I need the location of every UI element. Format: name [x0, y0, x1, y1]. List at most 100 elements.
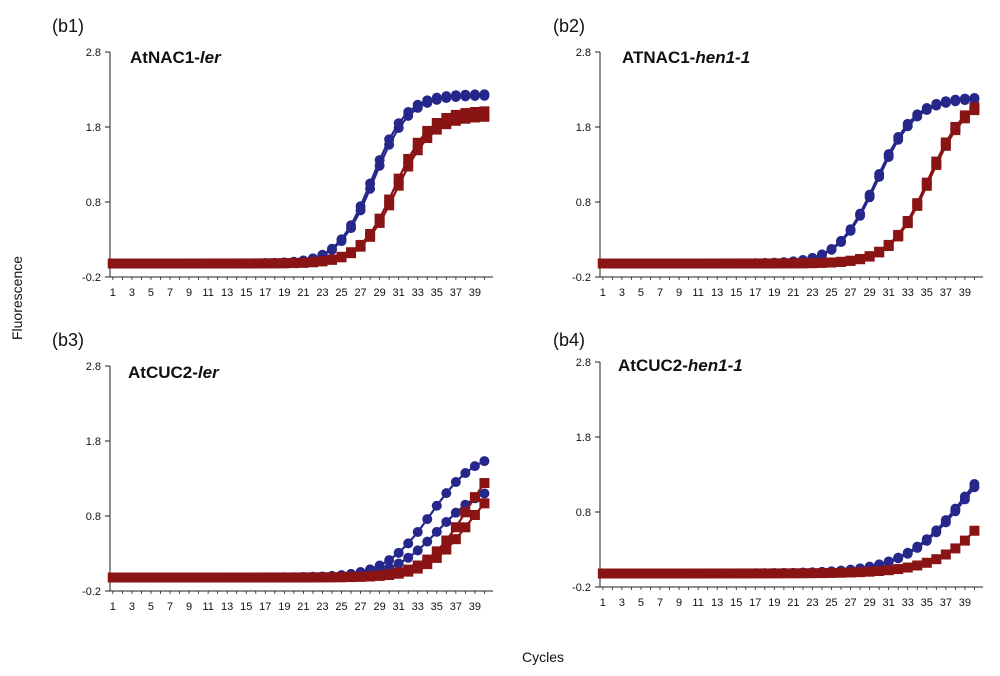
x-tick-label: 31: [393, 601, 405, 613]
data-point: [855, 254, 866, 265]
data-point: [626, 568, 637, 579]
data-point: [893, 231, 904, 242]
y-tick-label: 1.8: [86, 122, 101, 134]
data-point: [836, 237, 847, 248]
x-tick-label: 19: [768, 597, 780, 609]
data-point: [969, 94, 980, 105]
data-point: [250, 258, 261, 269]
data-point: [607, 258, 618, 269]
panel-3: (b3)AtCUC2-ler-0.20.81.82.81 3 5 7 9 11 13 15 17…: [52, 330, 493, 613]
y-tick-label: 1.8: [86, 436, 101, 448]
data-point: [816, 249, 827, 260]
x-tick-label: 13: [221, 287, 233, 299]
data-point: [788, 568, 799, 579]
x-tick-label: 39: [959, 287, 971, 299]
data-point: [412, 545, 423, 556]
data-point: [864, 192, 875, 203]
y-tick-label: 0.8: [576, 197, 591, 209]
data-point: [712, 258, 723, 269]
x-tick-label: 29: [373, 601, 385, 613]
x-tick-label: 25: [825, 597, 837, 609]
data-point: [864, 251, 875, 262]
data-point: [469, 112, 480, 123]
series-line: [602, 106, 976, 265]
data-point: [460, 468, 471, 479]
data-point: [431, 552, 442, 563]
data-point: [683, 258, 694, 269]
x-tick-label: 33: [412, 601, 424, 613]
data-point: [269, 258, 280, 269]
x-tick-label: 5: [638, 287, 644, 299]
data-point: [346, 248, 357, 259]
data-point: [702, 258, 713, 269]
x-tick-label: 1: [110, 287, 116, 299]
panel-1: (b1)AtNAC1-ler-0.20.81.82.81 3 5 7 9 11 13 15 17…: [52, 16, 493, 299]
data-point: [902, 121, 913, 132]
x-tick-label: 3: [129, 601, 135, 613]
x-tick-label: 15: [730, 597, 742, 609]
data-point: [883, 240, 894, 251]
x-tick-label: 1: [110, 601, 116, 613]
series-line: [112, 93, 485, 265]
data-point: [431, 92, 442, 103]
x-tick-label: 27: [354, 287, 366, 299]
data-point: [902, 218, 913, 229]
data-point: [479, 478, 490, 489]
data-point: [479, 89, 490, 100]
data-point: [807, 568, 818, 579]
data-point: [241, 258, 252, 269]
data-point: [117, 258, 128, 269]
data-point: [721, 568, 732, 579]
data-point: [940, 140, 951, 151]
data-point: [450, 534, 461, 545]
data-point: [384, 570, 395, 581]
data-point: [702, 568, 713, 579]
data-point: [921, 557, 932, 568]
data-point: [940, 97, 951, 108]
data-point: [460, 108, 471, 119]
data-point: [193, 258, 204, 269]
y-tick-label: 2.8: [576, 47, 591, 59]
data-point: [184, 572, 195, 583]
data-point: [279, 572, 290, 583]
data-point: [969, 482, 980, 493]
x-tick-label: 21: [787, 287, 799, 299]
data-point: [441, 488, 452, 499]
x-tick-label: 29: [863, 597, 875, 609]
data-point: [759, 258, 770, 269]
x-tick-label: 1: [600, 597, 606, 609]
data-point: [845, 225, 856, 236]
data-point: [241, 572, 252, 583]
data-point: [816, 257, 827, 268]
title-genotype: hen1-1: [688, 356, 743, 375]
y-tick-label: 2.8: [86, 47, 101, 59]
x-tick-label: 23: [316, 601, 328, 613]
data-point: [460, 507, 471, 518]
data-point: [788, 258, 799, 269]
data-point: [807, 258, 818, 269]
data-point: [460, 113, 471, 124]
data-point: [750, 568, 761, 579]
x-tick-label: 11: [692, 287, 703, 299]
data-point: [393, 558, 404, 569]
x-tick-label: 33: [412, 287, 424, 299]
data-point: [921, 104, 932, 115]
data-point: [959, 95, 970, 106]
data-point: [250, 572, 261, 583]
panel-title: AtCUC2-ler: [128, 363, 220, 382]
y-tick-label: 2.8: [86, 361, 101, 373]
data-point: [403, 552, 414, 563]
panel-label: (b2): [553, 16, 585, 36]
data-point: [441, 112, 452, 123]
data-point: [450, 115, 461, 126]
data-point: [479, 106, 490, 117]
data-point: [336, 572, 347, 583]
x-tick-label: 23: [806, 287, 818, 299]
data-point: [931, 554, 942, 565]
data-point: [721, 258, 732, 269]
data-point: [950, 125, 961, 136]
data-point: [769, 568, 780, 579]
data-point: [469, 492, 480, 503]
data-point: [136, 572, 147, 583]
data-point: [155, 258, 166, 269]
